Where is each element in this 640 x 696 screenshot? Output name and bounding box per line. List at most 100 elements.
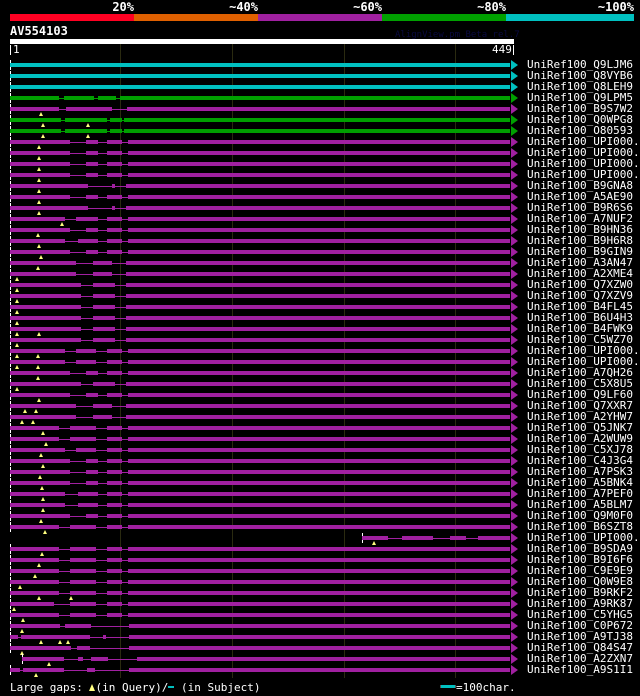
- subject-label[interactable]: UniRef100_B9SDA9: [527, 542, 633, 555]
- subject-label[interactable]: UniRef100_A7NUF2: [527, 212, 633, 225]
- subject-label[interactable]: UniRef100_A2ZXN7: [527, 652, 633, 665]
- arrow-right-icon: [511, 434, 518, 444]
- arrow-right-icon: [511, 423, 518, 433]
- subject-label[interactable]: UniRef100_Q9LPM5: [527, 91, 633, 104]
- subject-label[interactable]: UniRef100_A2WUW9: [527, 432, 633, 445]
- alignment-segment: [10, 404, 76, 408]
- subject-label[interactable]: UniRef100_B6SZT8: [527, 520, 633, 533]
- subject-label[interactable]: UniRef100_A5BLM7: [527, 498, 633, 511]
- subject-label[interactable]: UniRef100_UPI000..: [527, 344, 640, 357]
- subject-label[interactable]: UniRef100_B6U4H3: [527, 311, 633, 324]
- subject-label[interactable]: UniRef100_B4FL45: [527, 300, 633, 313]
- query-gap-icon: [39, 640, 44, 644]
- subject-label[interactable]: UniRef100_A3AN47: [527, 256, 633, 269]
- legend-seg-20: [10, 14, 134, 21]
- subject-label[interactable]: UniRef100_Q0W9E8: [527, 575, 633, 588]
- subject-label[interactable]: UniRef100_Q0WPG8: [527, 113, 633, 126]
- alignment-segment: [128, 151, 510, 155]
- alignment-segment: [107, 228, 122, 232]
- arrow-right-icon: [511, 577, 518, 587]
- subject-label[interactable]: UniRef100_Q7XZV9: [527, 289, 633, 302]
- subject-label[interactable]: UniRef100_Q84S47: [527, 641, 633, 654]
- subject-label[interactable]: UniRef100_A2XME4: [527, 267, 633, 280]
- query-gap-icon: [14, 354, 19, 358]
- arrow-right-icon: [511, 60, 518, 70]
- subject-label[interactable]: UniRef100_Q9LJM6: [527, 58, 633, 71]
- subject-label[interactable]: UniRef100_Q7XZW0: [527, 278, 633, 291]
- alignment-segment: [10, 393, 71, 397]
- subject-label[interactable]: UniRef100_Q8VYB6: [527, 69, 633, 82]
- alignment-segment: [128, 547, 510, 551]
- subject-label[interactable]: UniRef100_UPI000..: [527, 531, 640, 544]
- arrow-right-icon: [511, 544, 518, 554]
- alignment-segment: [10, 360, 65, 364]
- query-gap-icon: [37, 145, 42, 149]
- subject-label[interactable]: UniRef100_A9S1I1: [527, 663, 633, 676]
- subject-label[interactable]: UniRef100_UPI000..: [527, 355, 640, 368]
- alignment-segment: [102, 635, 106, 639]
- subject-label[interactable]: UniRef100_Q8LEH9: [527, 80, 633, 93]
- query-gap-icon: [42, 530, 47, 534]
- subject-label[interactable]: UniRef100_A2YHW7: [527, 410, 633, 423]
- subject-label[interactable]: UniRef100_UPI000..: [527, 157, 640, 170]
- subject-label[interactable]: UniRef100_C9E9E9: [527, 564, 633, 577]
- alignment-segment: [10, 558, 60, 562]
- subject-label[interactable]: UniRef100_B4FWK9: [527, 322, 633, 335]
- subject-label[interactable]: UniRef100_A5BNK4: [527, 476, 633, 489]
- subject-label[interactable]: UniRef100_C0P672: [527, 619, 633, 632]
- subject-label[interactable]: UniRef100_Q7XXR7: [527, 399, 633, 412]
- subject-label[interactable]: UniRef100_B9I6F6: [527, 553, 633, 566]
- query-gap-icon: [14, 365, 19, 369]
- alignment-segment: [107, 349, 122, 353]
- subject-label[interactable]: UniRef100_UPI000..: [527, 146, 640, 159]
- alignment-segment: [107, 448, 122, 452]
- subject-label[interactable]: UniRef100_C5X8U5: [527, 377, 633, 390]
- subject-label[interactable]: UniRef100_O80593: [527, 124, 633, 137]
- subject-label[interactable]: UniRef100_Q9M0F0: [527, 509, 633, 522]
- alignment-segment: [137, 657, 510, 661]
- arrow-right-icon: [511, 192, 518, 202]
- alignment-segment: [85, 481, 99, 485]
- query-gap-icon: [41, 134, 46, 138]
- subject-label[interactable]: UniRef100_A7PSK3: [527, 465, 633, 478]
- subject-label[interactable]: UniRef100_B9RKF2: [527, 586, 633, 599]
- subject-label[interactable]: UniRef100_B9GNA8: [527, 179, 633, 192]
- subject-label[interactable]: UniRef100_A9TJ38: [527, 630, 633, 643]
- query-gap-icon: [39, 453, 44, 457]
- alignment-segment: [10, 448, 65, 452]
- subject-label[interactable]: UniRef100_Q5JNK7: [527, 421, 633, 434]
- alignment-segment: [85, 459, 99, 463]
- alignment-segment: [10, 613, 60, 617]
- subject-label[interactable]: UniRef100_C5WZ70: [527, 333, 633, 346]
- subject-label[interactable]: UniRef100_UPI000..: [527, 168, 640, 181]
- subject-label[interactable]: UniRef100_A7QH26: [527, 366, 633, 379]
- query-gap-icon: [35, 233, 40, 237]
- query-gap-icon: [371, 541, 376, 545]
- subject-label[interactable]: UniRef100_C5YHG5: [527, 608, 633, 621]
- arrow-right-icon: [511, 610, 518, 620]
- subject-label[interactable]: UniRef100_A5AE90: [527, 190, 633, 203]
- alignment-segment: [401, 536, 433, 540]
- subject-label[interactable]: UniRef100_B9H6R8: [527, 234, 633, 247]
- subject-label[interactable]: UniRef100_B9S7W2: [527, 102, 633, 115]
- subject-label[interactable]: UniRef100_A7PEF0: [527, 487, 633, 500]
- alignment-segment: [128, 239, 510, 243]
- subject-label[interactable]: UniRef100_Q9LF60: [527, 388, 633, 401]
- subject-label[interactable]: UniRef100_UPI000..: [527, 135, 640, 148]
- subject-label[interactable]: UniRef100_B9R6S6: [527, 201, 633, 214]
- alignment-segment: [78, 657, 83, 661]
- subject-label[interactable]: UniRef100_B9HN36: [527, 223, 633, 236]
- subject-label[interactable]: UniRef100_A9RK87: [527, 597, 633, 610]
- query-gap-icon: [14, 277, 19, 281]
- subject-label[interactable]: UniRef100_C5XJ78: [527, 443, 633, 456]
- alignment-segment: [107, 250, 122, 254]
- query-gap-icon: [37, 211, 42, 215]
- arrow-right-icon: [511, 302, 518, 312]
- alignment-segment: [85, 371, 99, 375]
- subject-label[interactable]: UniRef100_B9GIN9: [527, 245, 633, 258]
- alignment-segment: [126, 261, 510, 265]
- alignment-segment: [107, 481, 122, 485]
- alignment-segment: [107, 470, 122, 474]
- legend-label-20: 20%: [112, 0, 134, 14]
- subject-label[interactable]: UniRef100_C4J3G4: [527, 454, 633, 467]
